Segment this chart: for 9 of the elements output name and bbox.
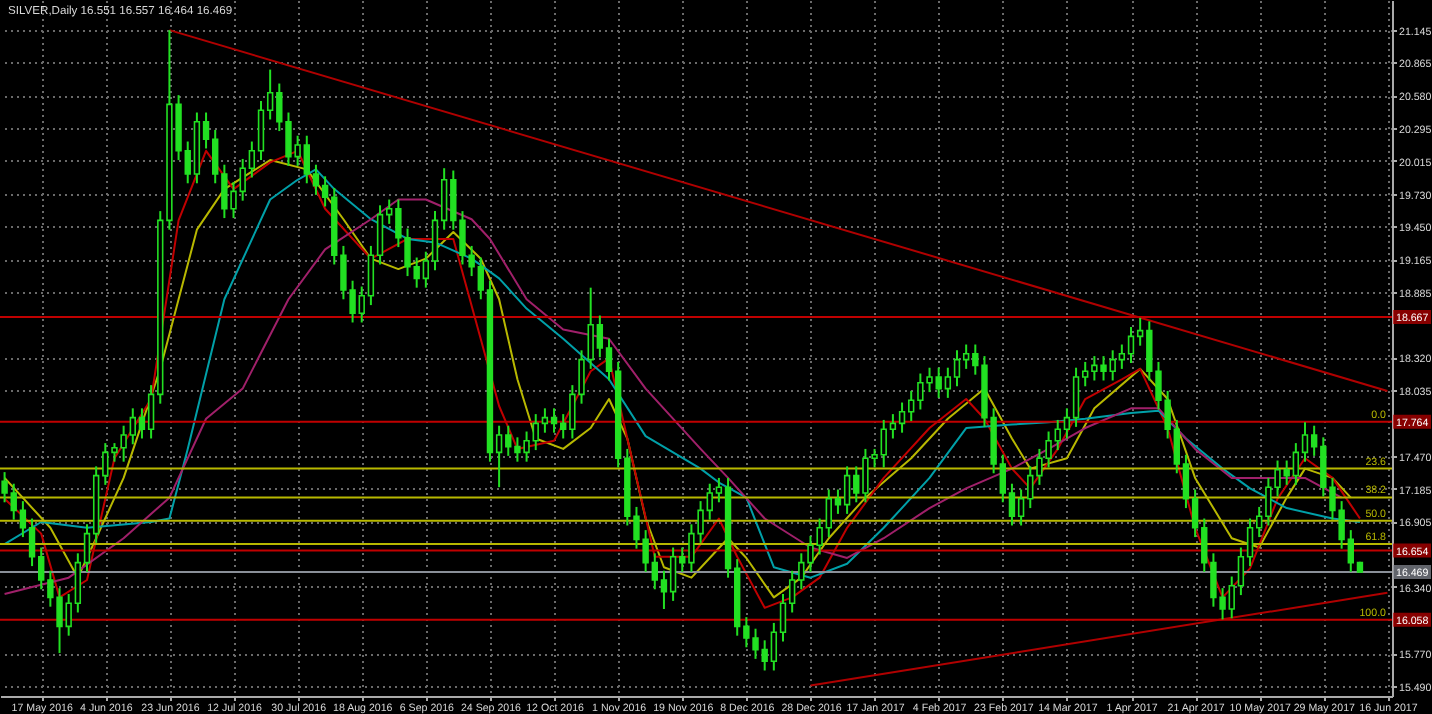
- candlestick: [898, 401, 906, 434]
- candlestick: [541, 407, 549, 434]
- candlestick: [257, 99, 265, 162]
- candlestick: [1127, 326, 1135, 365]
- candlestick: [843, 465, 851, 515]
- candlestick: [1072, 366, 1080, 428]
- candlestick: [953, 349, 961, 388]
- candlestick: [550, 407, 558, 434]
- candlestick: [669, 546, 677, 602]
